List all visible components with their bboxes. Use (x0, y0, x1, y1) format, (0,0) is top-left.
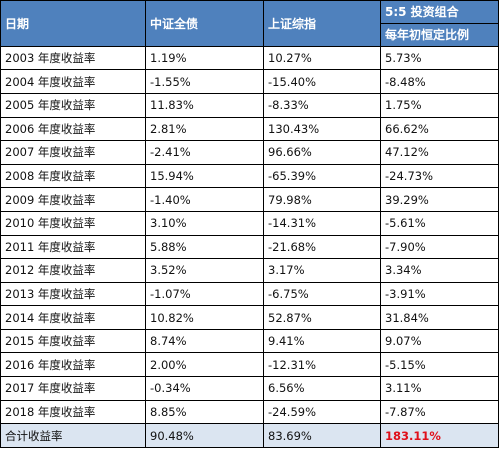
cell-label: 2013 年度收益率 (0, 281, 146, 307)
cell-bond: -1.55% (145, 69, 264, 94)
cell-label: 2016 年度收益率 (0, 352, 146, 378)
cell-bond: 8.85% (145, 399, 264, 425)
cell-portfolio: -5.61% (380, 210, 499, 236)
cell-label: 2015 年度收益率 (0, 328, 146, 354)
cell-sse: -15.40% (263, 69, 381, 94)
cell-sse: 130.43% (263, 116, 381, 142)
cell-label: 2005 年度收益率 (0, 92, 146, 118)
cell-portfolio: 5.73% (380, 45, 499, 71)
table-row: 2012 年度收益率 3.52% 3.17% 3.34% (0, 258, 499, 283)
header-date: 日期 (0, 0, 146, 47)
cell-sse: 10.27% (263, 45, 381, 71)
cell-sse: 96.66% (263, 140, 381, 165)
table-row: 2015 年度收益率 8.74% 9.41% 9.07% (0, 328, 499, 354)
total-row: 合计收益率 90.48% 83.69% 183.11% (0, 423, 499, 448)
header-portfolio-title: 5:5 投资组合 (380, 0, 499, 24)
header-sse: 上证综指 (263, 0, 381, 47)
cell-bond: 15.94% (145, 163, 264, 189)
cell-sse: -21.68% (263, 234, 381, 260)
table-row: 2007 年度收益率 -2.41% 96.66% 47.12% (0, 140, 499, 165)
cell-bond: 5.88% (145, 234, 264, 260)
cell-portfolio: -3.91% (380, 281, 499, 307)
cell-portfolio: -7.90% (380, 234, 499, 260)
table-row: 2014 年度收益率 10.82% 52.87% 31.84% (0, 305, 499, 330)
cell-bond: 1.19% (145, 45, 264, 71)
cell-portfolio: -7.87% (380, 399, 499, 425)
cell-portfolio: 9.07% (380, 328, 499, 354)
total-bond: 90.48% (145, 423, 264, 448)
total-portfolio: 183.11% (380, 423, 499, 448)
header-row: 日期 中证全债 上证综指 5:5 投资组合 (0, 0, 499, 47)
cell-portfolio: -24.73% (380, 163, 499, 189)
cell-bond: 8.74% (145, 328, 264, 354)
cell-portfolio: 47.12% (380, 140, 499, 165)
cell-label: 2010 年度收益率 (0, 210, 146, 236)
cell-sse: 52.87% (263, 305, 381, 330)
cell-bond: -2.41% (145, 140, 264, 165)
cell-bond: 10.82% (145, 305, 264, 330)
cell-bond: 3.10% (145, 210, 264, 236)
cell-bond: -1.40% (145, 187, 264, 212)
total-sse: 83.69% (263, 423, 381, 448)
cell-label: 2003 年度收益率 (0, 45, 146, 71)
cell-label: 2007 年度收益率 (0, 140, 146, 165)
cell-portfolio: 66.62% (380, 116, 499, 142)
cell-bond: 2.00% (145, 352, 264, 378)
cell-label: 2004 年度收益率 (0, 69, 146, 94)
cell-label: 2017 年度收益率 (0, 376, 146, 401)
cell-portfolio: -8.48% (380, 69, 499, 94)
table-row: 2009 年度收益率 -1.40% 79.98% 39.29% (0, 187, 499, 212)
cell-label: 2006 年度收益率 (0, 116, 146, 142)
cell-portfolio: -5.15% (380, 352, 499, 378)
header-row-2: 每年初恒定比例 (1, 22, 499, 47)
table-row: 2003 年度收益率 1.19% 10.27% 5.73% (0, 45, 499, 71)
cell-portfolio: 3.34% (380, 258, 499, 283)
cell-label: 2009 年度收益率 (0, 187, 146, 212)
table-row: 2010 年度收益率 3.10% -14.31% -5.61% (0, 210, 499, 236)
cell-sse: 79.98% (263, 187, 381, 212)
cell-sse: 3.17% (263, 258, 381, 283)
table-row: 2013 年度收益率 -1.07% -6.75% -3.91% (0, 281, 499, 307)
cell-label: 2014 年度收益率 (0, 305, 146, 330)
table-row: 2006 年度收益率 2.81% 130.43% 66.62% (0, 116, 499, 142)
cell-sse: -65.39% (263, 163, 381, 189)
table-row: 2004 年度收益率 -1.55% -15.40% -8.48% (0, 69, 499, 94)
cell-sse: -12.31% (263, 352, 381, 378)
cell-sse: -24.59% (263, 399, 381, 425)
total-label: 合计收益率 (0, 423, 146, 448)
table-row: 2011 年度收益率 5.88% -21.68% -7.90% (0, 234, 499, 260)
header-bond: 中证全债 (145, 0, 264, 47)
cell-portfolio: 39.29% (380, 187, 499, 212)
cell-bond: 2.81% (145, 116, 264, 142)
table-row: 2005 年度收益率 11.83% -8.33% 1.75% (0, 92, 499, 118)
cell-sse: -6.75% (263, 281, 381, 307)
cell-sse: -8.33% (263, 92, 381, 118)
cell-bond: 3.52% (145, 258, 264, 283)
cell-bond: 11.83% (145, 92, 264, 118)
cell-label: 2011 年度收益率 (0, 234, 146, 260)
table-row: 2016 年度收益率 2.00% -12.31% -5.15% (0, 352, 499, 378)
cell-label: 2018 年度收益率 (0, 399, 146, 425)
cell-sse: -14.31% (263, 210, 381, 236)
cell-bond: -1.07% (145, 281, 264, 307)
header-portfolio-subtitle: 每年初恒定比例 (380, 22, 499, 47)
cell-portfolio: 1.75% (380, 92, 499, 118)
cell-portfolio: 3.11% (380, 376, 499, 401)
cell-bond: -0.34% (145, 376, 264, 401)
table-row: 2018 年度收益率 8.85% -24.59% -7.87% (0, 399, 499, 425)
cell-label: 2008 年度收益率 (0, 163, 146, 189)
cell-sse: 6.56% (263, 376, 381, 401)
cell-sse: 9.41% (263, 328, 381, 354)
table-row: 2008 年度收益率 15.94% -65.39% -24.73% (0, 163, 499, 189)
table-row: 2017 年度收益率 -0.34% 6.56% 3.11% (0, 376, 499, 401)
cell-portfolio: 31.84% (380, 305, 499, 330)
cell-label: 2012 年度收益率 (0, 258, 146, 283)
